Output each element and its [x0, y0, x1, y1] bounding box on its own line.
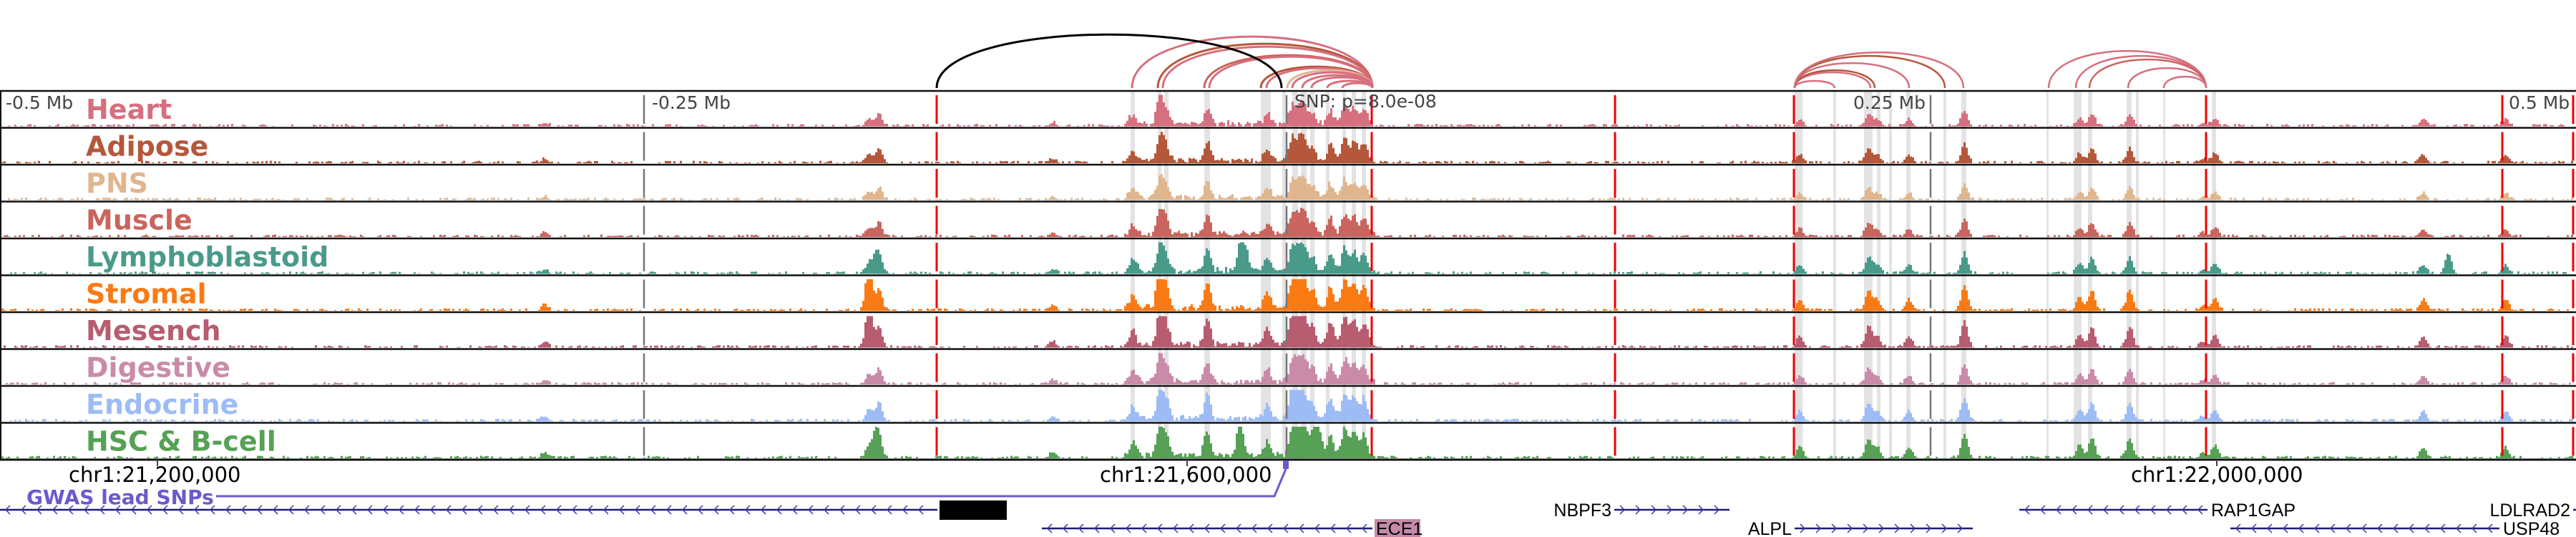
strand-arrow-icon — [1046, 523, 1367, 533]
gene-rap1gap[interactable]: RAP1GAP — [2019, 500, 2296, 521]
loop-arc — [1793, 51, 1965, 89]
signal-stromal — [1, 279, 2569, 311]
gene-eif4g3[interactable]: EIF4G3 — [0, 500, 1007, 521]
loop-arc — [1793, 69, 1876, 89]
snp-loop-arc — [935, 33, 1283, 89]
gwas-snp-marker[interactable] — [1283, 460, 1289, 469]
signal-digestive — [6, 353, 2571, 384]
signal-endocrine — [10, 390, 2573, 422]
track-label[interactable]: PNS — [86, 168, 148, 199]
loop-arc — [1793, 62, 1911, 89]
signal-lymphoblastoid — [10, 242, 2567, 274]
marker-lines — [643, 91, 2575, 460]
gwas-snp-connector — [216, 468, 1287, 498]
loop-arc — [1793, 79, 1836, 89]
track-label[interactable]: Digestive — [86, 352, 230, 384]
gene-highlight — [1375, 519, 1420, 537]
axis-label-0-5: 0.5 Mb — [2509, 92, 2570, 113]
loop-arc — [2162, 75, 2207, 89]
loop-arc — [1208, 55, 1374, 89]
gene-label[interactable]: NBPF3 — [1553, 500, 1611, 521]
gwas-track-label: GWAS lead SNPs — [26, 485, 214, 509]
loop-arc — [1341, 82, 1374, 89]
gene-label[interactable]: RAP1GAP — [2211, 500, 2296, 521]
gene-label[interactable]: EIF4G3 — [941, 500, 1002, 521]
track-label[interactable]: Heart — [86, 94, 172, 125]
gene-label[interactable]: LDLRAD2 — [2489, 500, 2570, 521]
loop-arcs — [935, 33, 2207, 89]
track-label[interactable]: Muscle — [86, 205, 192, 236]
loop-arc — [2088, 58, 2207, 89]
track-label[interactable]: Endocrine — [86, 389, 238, 420]
coord-label-21200000: chr1:21,200,000 — [69, 463, 241, 487]
loop-arc — [1793, 54, 1946, 89]
strand-arrow-icon — [1619, 505, 1720, 515]
track-label[interactable]: Lymphoblastoid — [86, 241, 328, 273]
strand-arrow-icon — [2235, 523, 2493, 533]
gene-label[interactable]: ALPL — [1748, 519, 1792, 537]
axis-label-minus-0-5: -0.5 Mb — [6, 92, 73, 113]
loop-arc — [2127, 67, 2207, 89]
strand-arrow-icon — [2024, 505, 2203, 515]
strand-arrow-icon — [4, 505, 924, 515]
coord-label-22000000: chr1:22,000,000 — [2131, 463, 2303, 487]
track-label[interactable]: Adipose — [86, 131, 208, 163]
track-borders — [0, 90, 2576, 461]
gene-label[interactable]: ECE1 — [1376, 519, 1423, 537]
axis-label-0-25: 0.25 Mb — [1853, 92, 1926, 113]
track-label[interactable]: Stromal — [86, 279, 207, 310]
gene-ldlrad2[interactable]: LDLRAD2 — [2489, 500, 2576, 521]
signal-muscle — [4, 208, 2573, 237]
track-label[interactable]: Mesench — [86, 315, 221, 347]
gene-highlight — [940, 500, 1007, 520]
gene-label[interactable]: USP48 — [2503, 519, 2560, 537]
gene-nbpf3[interactable]: NBPF3 — [1553, 500, 1729, 521]
gene-usp48[interactable]: USP48 — [2230, 519, 2560, 537]
track-label[interactable]: HSC & B-cell — [86, 426, 276, 458]
loop-arc — [1161, 45, 1374, 89]
gene-alpl[interactable]: ALPL — [1748, 519, 1973, 537]
loop-arc — [1131, 35, 1374, 89]
strand-arrow-icon — [1800, 523, 1963, 533]
signal-mesench — [4, 316, 2573, 348]
signal-pns — [8, 174, 2573, 200]
gene-ece1[interactable]: ECE1 — [1042, 519, 1423, 537]
axis-label-minus-0-25: -0.25 Mb — [652, 92, 731, 113]
coord-label-21600000: chr1:21,600,000 — [1100, 463, 1272, 487]
snp-pvalue-label: SNP: p=8.0e-08 — [1294, 91, 1437, 112]
